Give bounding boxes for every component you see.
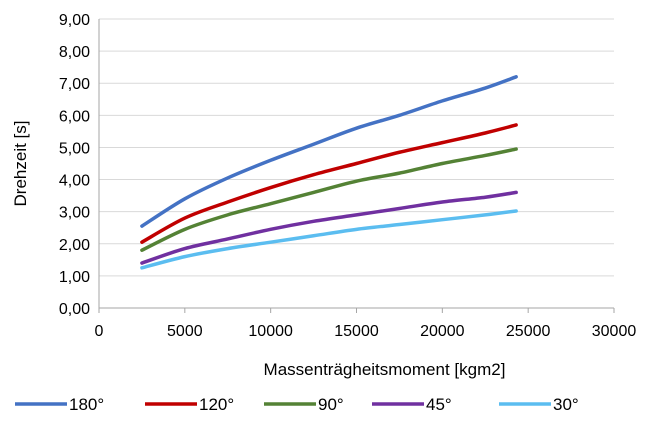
y-tick-label: 0,00 bbox=[59, 301, 90, 318]
y-tick-label: 7,00 bbox=[59, 76, 90, 93]
x-tick-label: 15000 bbox=[334, 323, 379, 340]
x-tick-label: 10000 bbox=[248, 323, 293, 340]
y-tick-label: 9,00 bbox=[59, 12, 90, 29]
series-layer bbox=[140, 75, 518, 270]
legend-label: 30° bbox=[553, 395, 579, 414]
series-line-2 bbox=[140, 147, 518, 252]
x-tick-label: 0 bbox=[95, 323, 104, 340]
x-tick-label: 25000 bbox=[506, 323, 551, 340]
x-tick-label: 5000 bbox=[167, 323, 203, 340]
y-tick-label: 4,00 bbox=[59, 173, 90, 190]
legend-label: 180° bbox=[69, 395, 104, 414]
grid-layer bbox=[99, 18, 614, 277]
y-tick-label: 1,00 bbox=[59, 269, 90, 286]
series-line-0 bbox=[140, 75, 518, 228]
series-line-1 bbox=[140, 123, 518, 244]
y-tick-label: 8,00 bbox=[59, 44, 90, 61]
axis-layer bbox=[98, 19, 615, 313]
x-tick-label: 20000 bbox=[420, 323, 465, 340]
y-tick-label: 6,00 bbox=[59, 108, 90, 125]
y-tick-label: 5,00 bbox=[59, 140, 90, 157]
series-line-3 bbox=[140, 190, 518, 265]
legend-label: 45° bbox=[426, 395, 452, 414]
legend-label: 120° bbox=[199, 395, 234, 414]
series-line-4 bbox=[140, 209, 518, 270]
x-axis-tick-labels: 0 5000 10000 15000 20000 25000 30000 bbox=[95, 323, 637, 340]
legend: 180° 120° 90° 45° 30° bbox=[15, 395, 579, 414]
legend-label: 90° bbox=[318, 395, 344, 414]
y-axis-title: Drehzeit [s] bbox=[11, 121, 30, 207]
y-axis-tick-labels: 0,00 1,00 2,00 3,00 4,00 5,00 6,00 7,00 8,00 9,00 bbox=[59, 12, 90, 318]
x-axis-title: Massenträgheitsmoment [kgm2] bbox=[264, 360, 506, 379]
y-tick-label: 3,00 bbox=[59, 205, 90, 222]
y-tick-label: 2,00 bbox=[59, 237, 90, 254]
x-tick-label: 30000 bbox=[592, 323, 637, 340]
